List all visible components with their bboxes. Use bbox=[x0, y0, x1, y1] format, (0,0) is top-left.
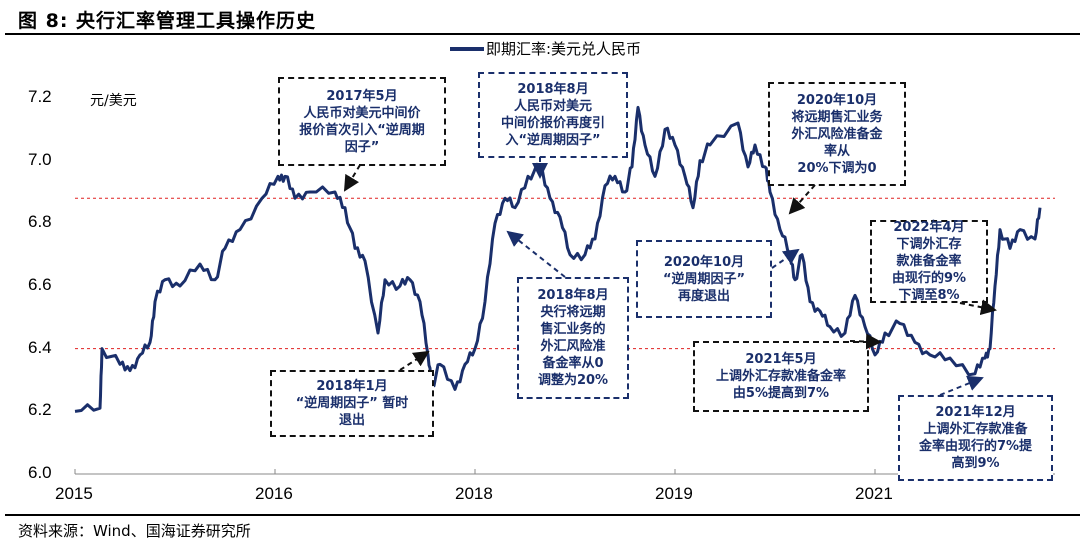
annotation-line: 再度退出 bbox=[677, 288, 730, 304]
annotation-box: 2020年10月 “逆周期因子” 再度退出 bbox=[636, 240, 772, 318]
annotation-arrow bbox=[343, 164, 361, 192]
x-tick-label: 2019 bbox=[655, 484, 693, 503]
annotation-line: 2018年1月 bbox=[316, 379, 388, 394]
y-tick-label: 6.2 bbox=[28, 400, 52, 420]
title-rule bbox=[5, 33, 1080, 35]
legend: 即期汇率:美元兑人民币 bbox=[450, 38, 641, 59]
annotation-line: 2018年8月 bbox=[517, 82, 589, 97]
figure-title: 图 8: 央行汇率管理工具操作历史 bbox=[18, 10, 317, 32]
annotation-line: 上调外汇存款准备 bbox=[923, 422, 1028, 437]
annotation-line: 售汇业务的 bbox=[540, 322, 606, 337]
annotation-line: 入“逆周期因子” bbox=[505, 133, 601, 148]
annotation-line: 下调至8% bbox=[898, 288, 960, 303]
annotation-line: “逆周期因子” 暂时 bbox=[295, 396, 409, 411]
y-tick-label: 6.8 bbox=[28, 212, 52, 232]
y-tick-label: 6.0 bbox=[28, 463, 52, 482]
annotation-line: 人民币对美元中间价 bbox=[303, 105, 421, 121]
annotation-line: 备金率从0 bbox=[542, 356, 604, 371]
footer-rule bbox=[5, 514, 1080, 516]
annotation-line: 2020年10月 bbox=[663, 254, 745, 270]
annotation-arrow bbox=[849, 333, 882, 350]
annotation-line: 2020年10月 bbox=[796, 92, 878, 108]
legend-swatch bbox=[450, 46, 484, 51]
y-tick-label: 7.0 bbox=[28, 149, 52, 169]
annotation-arrow bbox=[771, 248, 800, 269]
x-tick-label: 2018 bbox=[455, 484, 493, 503]
annotation-line: 上调外汇存款准备金率 bbox=[715, 369, 846, 384]
annotation-line: 金率由现行的7%提 bbox=[918, 439, 1033, 454]
y-tick-label: 6.6 bbox=[28, 275, 52, 294]
y-axis-label: 元/美元 bbox=[90, 93, 137, 109]
annotation-box: 2018年8月 央行将远期售汇业务的外汇风险准备金率从0 调整为20% bbox=[517, 277, 629, 399]
annotation-arrow bbox=[939, 375, 984, 396]
annotation-line: 率从 bbox=[823, 143, 850, 159]
annotation-line: 由现行的9% bbox=[891, 271, 967, 286]
annotation-box: 2022年4月 下调外汇存款准备金率由现行的9% 下调至8% bbox=[870, 220, 988, 303]
annotation-box: 2018年8月 人民币对美元 中间价报价再度引 入“逆周期因子” bbox=[478, 72, 628, 158]
annotation-line: 人民币对美元 bbox=[513, 99, 592, 114]
source-note: 资料来源：Wind、国海证券研究所 bbox=[18, 522, 251, 540]
annotation-box: 2021年5月上调外汇存款准备金率 由5%提高到7% bbox=[693, 341, 869, 412]
y-tick-label: 6.4 bbox=[28, 337, 52, 357]
annotation-arrow bbox=[788, 184, 816, 215]
annotation-line: 下调外汇存 bbox=[896, 237, 962, 252]
annotation-line: 2018年8月 bbox=[537, 288, 609, 303]
annotation-line: 2022年4月 bbox=[893, 220, 965, 235]
annotation-box: 2018年1月 “逆周期因子” 暂时 退出 bbox=[270, 370, 434, 437]
annotation-box: 2017年5月 人民币对美元中间价 报价首次引入“逆周期 因子” bbox=[278, 77, 446, 166]
annotation-line: 外汇风险准备金 bbox=[791, 126, 883, 142]
annotation-arrow bbox=[959, 299, 997, 316]
annotation-line: 2021年5月 bbox=[745, 352, 817, 367]
annotation-line: 调整为20% bbox=[537, 373, 609, 388]
annotation-line: 将远期售汇业务 bbox=[791, 109, 883, 125]
annotation-line: 高到9% bbox=[951, 456, 1000, 471]
annotation-arrow bbox=[506, 230, 566, 278]
legend-label: 即期汇率:美元兑人民币 bbox=[486, 40, 642, 58]
x-tick-label: 2015 bbox=[55, 484, 93, 503]
x-tick-label: 2021 bbox=[855, 484, 893, 503]
annotation-line: 报价首次引入“逆周期 bbox=[299, 122, 425, 138]
y-tick-label: 7.2 bbox=[28, 87, 52, 106]
annotation-line: 2017年5月 bbox=[326, 88, 398, 104]
annotation-box: 2021年12月 上调外汇存款准备 金率由现行的7%提 高到9% bbox=[898, 395, 1053, 481]
annotation-arrow bbox=[399, 350, 430, 371]
annotation-line: 央行将远期 bbox=[540, 305, 606, 320]
annotation-line: 由5%提高到7% bbox=[732, 386, 830, 401]
annotation-line: 2021年12月 bbox=[935, 405, 1016, 420]
annotation-line: 外汇风险准 bbox=[540, 339, 606, 354]
annotation-line: 因子” bbox=[344, 139, 380, 155]
annotation-line: “逆周期因子” bbox=[662, 271, 746, 287]
annotation-line: 款准备金率 bbox=[896, 254, 962, 269]
annotation-line: 20%下调为0 bbox=[797, 160, 877, 176]
annotation-box: 2020年10月 将远期售汇业务 外汇风险准备金 率从 20%下调为0 bbox=[768, 82, 906, 186]
annotation-line: 中间价报价再度引 bbox=[500, 116, 605, 131]
annotation-line: 退出 bbox=[338, 413, 365, 428]
x-tick-label: 2016 bbox=[255, 484, 293, 503]
